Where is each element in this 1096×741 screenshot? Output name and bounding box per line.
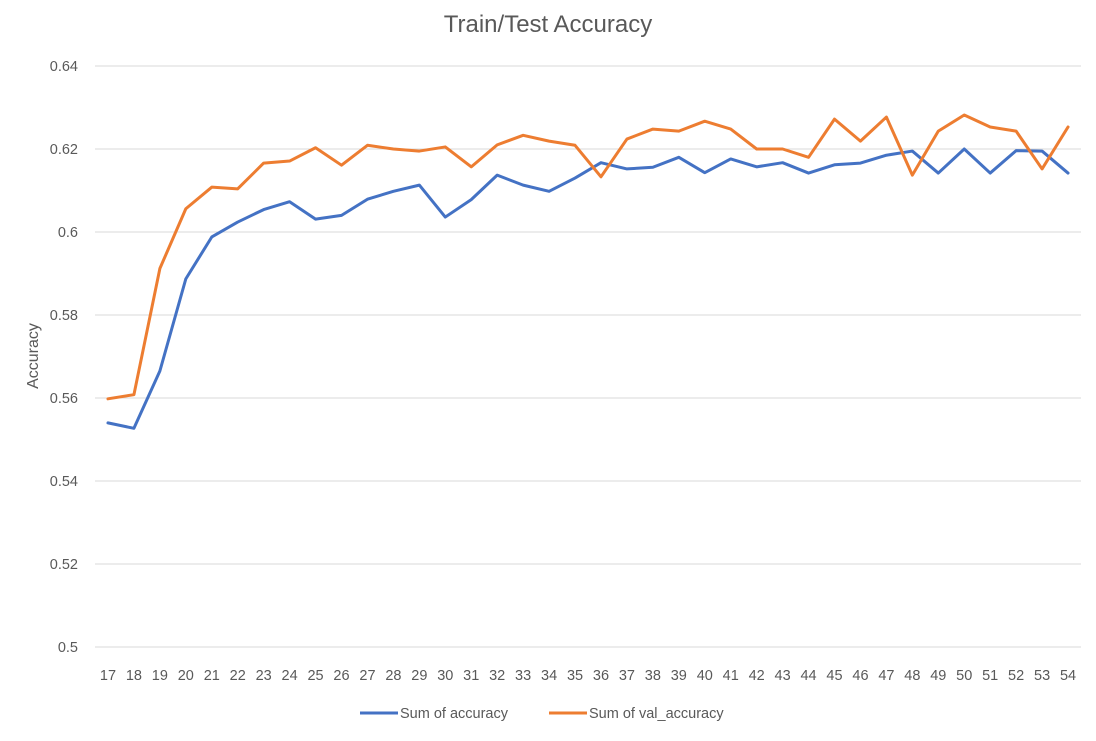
series-line-2 bbox=[106, 113, 1070, 401]
y-tick-label: 0.58 bbox=[50, 308, 78, 324]
y-tick-label: 0.64 bbox=[50, 59, 78, 75]
x-tick-label: 31 bbox=[463, 668, 479, 684]
x-tick-label: 53 bbox=[1034, 668, 1050, 684]
y-tick-label: 0.5 bbox=[58, 640, 78, 656]
series-lines bbox=[106, 113, 1070, 430]
x-tick-label: 27 bbox=[359, 668, 375, 684]
x-axis-ticks: 17 18 19 20 21 22 23 24 25 26 27 28 29 30 31 32 33 34 35 36… bbox=[100, 668, 1076, 684]
legend-label: Sum of accuracy bbox=[400, 706, 509, 722]
y-tick-label: 0.54 bbox=[50, 474, 78, 490]
x-tick-label: 23 bbox=[256, 668, 272, 684]
legend: Sum of accuracy Sum of val_accuracy bbox=[360, 706, 724, 722]
x-tick-label: 29 bbox=[411, 668, 427, 684]
x-tick-label: 21 bbox=[204, 668, 220, 684]
legend-label: Sum of val_accuracy bbox=[589, 706, 724, 722]
x-tick-label: 18 bbox=[126, 668, 142, 684]
x-tick-label: 50 bbox=[956, 668, 972, 684]
x-tick-label: 37 bbox=[619, 668, 635, 684]
x-tick-label: 24 bbox=[282, 668, 298, 684]
x-tick-label: 40 bbox=[697, 668, 713, 684]
x-tick-label: 33 bbox=[515, 668, 531, 684]
x-tick-label: 43 bbox=[775, 668, 791, 684]
x-tick-label: 36 bbox=[593, 668, 609, 684]
x-tick-label: 48 bbox=[904, 668, 920, 684]
y-axis-ticks: 0.5 0.52 0.54 0.56 0.58 0.6 0.62 0.64 bbox=[50, 59, 78, 656]
y-tick-label: 0.62 bbox=[50, 142, 78, 158]
y-tick-label: 0.6 bbox=[58, 225, 78, 241]
x-tick-label: 34 bbox=[541, 668, 557, 684]
x-tick-label: 25 bbox=[307, 668, 323, 684]
x-tick-label: 32 bbox=[489, 668, 505, 684]
x-tick-label: 39 bbox=[671, 668, 687, 684]
x-tick-label: 54 bbox=[1060, 668, 1076, 684]
x-tick-label: 44 bbox=[800, 668, 816, 684]
x-tick-label: 17 bbox=[100, 668, 116, 684]
x-tick-label: 22 bbox=[230, 668, 246, 684]
x-tick-label: 47 bbox=[878, 668, 894, 684]
series-line-1 bbox=[106, 147, 1070, 430]
x-tick-label: 42 bbox=[749, 668, 765, 684]
x-tick-label: 45 bbox=[826, 668, 842, 684]
y-tick-label: 0.56 bbox=[50, 391, 78, 407]
x-tick-label: 19 bbox=[152, 668, 168, 684]
x-tick-label: 46 bbox=[852, 668, 868, 684]
y-tick-label: 0.52 bbox=[50, 557, 78, 573]
x-tick-label: 52 bbox=[1008, 668, 1024, 684]
gridlines bbox=[95, 65, 1081, 648]
x-tick-label: 28 bbox=[385, 668, 401, 684]
x-tick-label: 35 bbox=[567, 668, 583, 684]
x-tick-label: 20 bbox=[178, 668, 194, 684]
x-tick-label: 38 bbox=[645, 668, 661, 684]
x-tick-label: 41 bbox=[723, 668, 739, 684]
x-tick-label: 51 bbox=[982, 668, 998, 684]
chart-title: Train/Test Accuracy bbox=[444, 11, 653, 38]
x-tick-label: 26 bbox=[333, 668, 349, 684]
x-tick-label: 49 bbox=[930, 668, 946, 684]
y-axis-title: Accuracy bbox=[25, 323, 42, 389]
x-tick-label: 30 bbox=[437, 668, 453, 684]
